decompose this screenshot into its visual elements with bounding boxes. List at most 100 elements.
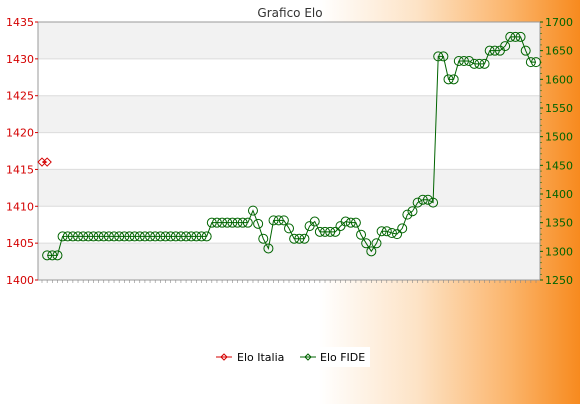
data-point (407, 206, 418, 217)
left-tick-label: 1425 (6, 90, 34, 103)
data-point (258, 233, 269, 244)
data-point (217, 217, 228, 228)
data-point (57, 231, 68, 242)
data-point (392, 229, 403, 240)
data-point (165, 231, 176, 242)
data-point (443, 74, 454, 85)
left-tick-label: 1415 (6, 163, 34, 176)
data-point (155, 231, 166, 242)
plot-band (38, 95, 540, 133)
data-point (458, 55, 469, 66)
data-point (386, 227, 397, 238)
plot-band (38, 22, 540, 59)
data-point (278, 215, 289, 226)
data-point (366, 246, 377, 257)
data-point (484, 45, 495, 56)
data-point (309, 216, 320, 227)
data-point (114, 231, 125, 242)
data-point (525, 57, 536, 68)
data-point (119, 231, 130, 242)
left-tick-label: 1405 (6, 237, 34, 250)
data-point (361, 238, 372, 249)
data-point (422, 194, 433, 205)
data-point (201, 231, 212, 242)
data-point (284, 223, 294, 234)
data-point (150, 231, 161, 242)
data-point (299, 233, 310, 244)
data-point (505, 31, 516, 42)
data-point (402, 209, 413, 220)
data-point (129, 231, 140, 242)
data-point (186, 231, 197, 242)
left-tick-label: 1435 (6, 16, 34, 29)
right-tick-label: 1500 (545, 131, 573, 144)
data-point (83, 231, 94, 242)
data-point (273, 215, 284, 226)
legend-box (210, 347, 370, 367)
left-tick-label: 1430 (6, 53, 34, 66)
data-point (500, 41, 511, 52)
plot-band (38, 169, 540, 207)
right-tick-label: 1450 (545, 159, 573, 172)
data-point (88, 231, 99, 242)
data-point (325, 226, 336, 237)
data-point (479, 58, 490, 69)
data-point (531, 57, 541, 68)
legend-label-fide: Elo FIDE (320, 351, 365, 364)
legend-label-italia: Elo Italia (237, 351, 284, 364)
data-point (253, 218, 264, 229)
data-point (67, 231, 78, 242)
data-point (474, 58, 485, 69)
data-point (464, 55, 475, 66)
data-point (181, 231, 192, 242)
data-point (93, 231, 104, 242)
data-point (170, 231, 181, 242)
right-tick-label: 1550 (545, 102, 573, 115)
data-point (227, 217, 238, 228)
data-point (103, 231, 114, 242)
data-point (98, 231, 109, 242)
data-point (263, 243, 274, 254)
data-point (124, 231, 135, 242)
data-point (330, 226, 341, 237)
data-point (438, 51, 449, 62)
right-axis: 1250 1300 1350 1400 1450 1500 1550 1600 1650 1700 (540, 16, 573, 287)
data-point (268, 215, 279, 226)
right-tick-label: 1600 (545, 73, 573, 86)
data-point (433, 51, 444, 62)
data-point (289, 233, 300, 244)
legend-marker-fide (304, 353, 312, 361)
data-point (42, 157, 52, 167)
data-point (237, 217, 248, 228)
legend-marker-italia (220, 353, 228, 361)
data-point (42, 250, 53, 261)
data-point (109, 231, 120, 242)
right-tick-label: 1400 (545, 188, 573, 201)
data-point (206, 217, 217, 228)
data-point (52, 250, 63, 261)
data-point (417, 194, 428, 205)
left-axis: 1400 1405 1410 1415 1420 1425 1430 1435 (6, 16, 38, 287)
legend[interactable]: Elo Italia Elo FIDE (210, 347, 370, 367)
data-point (469, 58, 480, 69)
data-point (191, 231, 202, 242)
x-axis (41, 280, 537, 283)
data-point (453, 55, 464, 66)
data-point (145, 231, 156, 242)
data-point (520, 45, 531, 56)
data-point (62, 231, 73, 242)
data-point (489, 45, 500, 56)
data-point (397, 223, 408, 234)
series-layer (37, 31, 541, 261)
data-point (412, 197, 423, 208)
data-point (242, 217, 253, 228)
data-point (222, 217, 233, 228)
data-point (340, 216, 351, 227)
data-point (376, 226, 387, 237)
data-point (73, 231, 84, 242)
data-point (448, 74, 459, 85)
right-tick-label: 1350 (545, 217, 573, 230)
data-point (294, 233, 305, 244)
